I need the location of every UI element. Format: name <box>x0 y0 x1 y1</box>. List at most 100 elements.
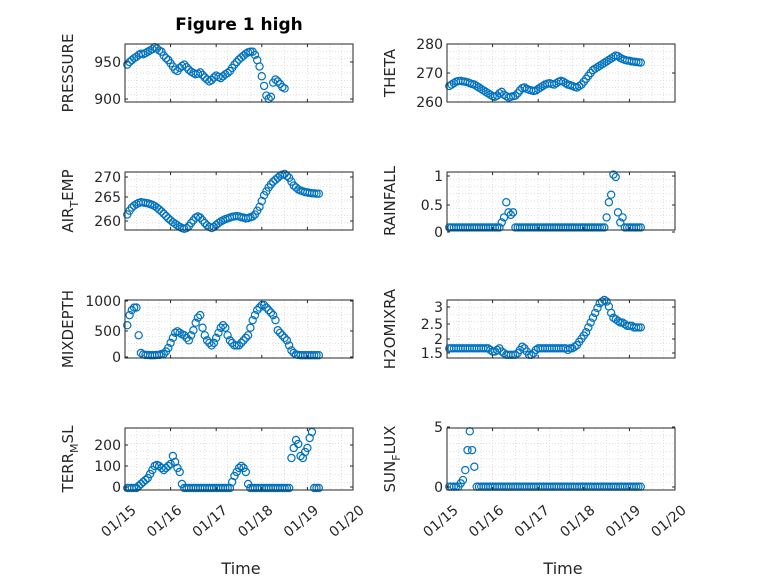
data-point <box>481 344 490 353</box>
data-point <box>143 473 152 483</box>
data-series <box>123 43 289 103</box>
y-tick-label: 950 <box>94 55 121 71</box>
data-point <box>310 483 319 493</box>
x-tick-label: 01/20 <box>326 502 367 540</box>
data-point <box>636 223 646 232</box>
data-point <box>214 218 223 228</box>
data-point <box>223 483 232 493</box>
y-tick-label: 260 <box>416 95 443 111</box>
data-point <box>604 55 614 65</box>
data-point <box>141 475 150 485</box>
data-point <box>127 305 137 315</box>
data-point <box>282 336 292 345</box>
y-axis-label: THETA <box>381 48 399 98</box>
data-point <box>175 467 184 477</box>
data-point <box>613 316 623 326</box>
data-point <box>232 467 241 477</box>
data-point <box>534 84 543 94</box>
data-point <box>593 62 602 72</box>
data-point <box>613 51 623 61</box>
data-point <box>294 439 303 449</box>
data-point <box>310 351 319 360</box>
data-point <box>492 223 502 232</box>
data-point <box>518 342 527 351</box>
data-point <box>581 328 591 337</box>
data-point <box>198 323 207 332</box>
data-point <box>312 189 321 198</box>
data-point <box>207 341 216 350</box>
data-point <box>314 189 323 198</box>
data-point <box>636 323 646 332</box>
data-point <box>154 205 164 214</box>
data-point <box>253 305 262 315</box>
x-tick-label: 01/18 <box>557 502 598 540</box>
grid-lines <box>125 300 353 358</box>
x-tick-label: 01/20 <box>648 502 689 540</box>
x-tick-label: 01/17 <box>512 502 553 540</box>
data-point <box>479 86 488 95</box>
data-point <box>616 318 625 327</box>
axes-box <box>446 171 676 231</box>
data-point <box>287 453 296 463</box>
data-point <box>157 207 166 216</box>
data-point <box>588 65 598 75</box>
data-point <box>602 57 611 66</box>
data-point <box>600 58 609 68</box>
subplot-sun-flux: 0 5 SUNFLUX 01/15 01/16 01/17 01/18 01/19 01/20 T… <box>381 420 690 578</box>
data-point <box>611 172 620 182</box>
data-point <box>259 300 269 310</box>
axes-box <box>124 171 354 231</box>
axes-box <box>446 299 676 359</box>
data-point <box>191 318 200 327</box>
data-point <box>223 331 232 340</box>
data-point <box>250 310 260 320</box>
data-point <box>303 443 312 453</box>
data-point <box>180 60 189 69</box>
y-tick-label: 1 <box>434 169 443 185</box>
data-point <box>595 223 604 232</box>
y-axis-label: SUNFLUX <box>381 426 403 493</box>
data-point <box>497 218 506 227</box>
grid-lines <box>447 300 675 358</box>
data-point <box>565 344 575 353</box>
data-point <box>447 80 456 89</box>
data-point <box>125 310 134 320</box>
data-point <box>173 463 182 473</box>
data-point <box>284 341 294 350</box>
data-point <box>209 338 219 348</box>
data-point <box>280 84 289 93</box>
data-point <box>561 78 570 88</box>
data-point <box>164 343 173 353</box>
data-point <box>481 87 490 97</box>
data-point <box>300 447 310 457</box>
data-point <box>259 81 269 91</box>
data-point <box>234 463 244 473</box>
grid-lines <box>125 44 353 102</box>
data-point <box>591 64 600 73</box>
data-point <box>248 212 257 221</box>
data-point <box>597 60 607 69</box>
data-point <box>200 331 209 340</box>
y-tick-label: 5 <box>434 420 443 436</box>
data-series <box>445 170 646 232</box>
data-point <box>173 221 182 230</box>
data-point <box>269 310 278 320</box>
data-point <box>196 310 205 320</box>
data-point <box>472 81 481 91</box>
data-point <box>584 323 593 332</box>
data-point <box>159 51 168 60</box>
data-point <box>182 62 191 72</box>
data-point <box>223 68 232 78</box>
subplot-rainfall: 0 0.5 1 RAINFALL <box>381 165 676 241</box>
data-point <box>613 208 623 217</box>
data-point <box>470 462 479 471</box>
data-point <box>586 318 595 327</box>
data-point <box>196 213 205 222</box>
axes-box <box>124 43 354 103</box>
subplot-h2omixra: 1.522.53 H2OMIXRA <box>381 288 676 369</box>
data-point <box>193 313 203 322</box>
data-point <box>186 331 196 340</box>
data-point <box>273 326 282 335</box>
data-point <box>214 328 223 337</box>
